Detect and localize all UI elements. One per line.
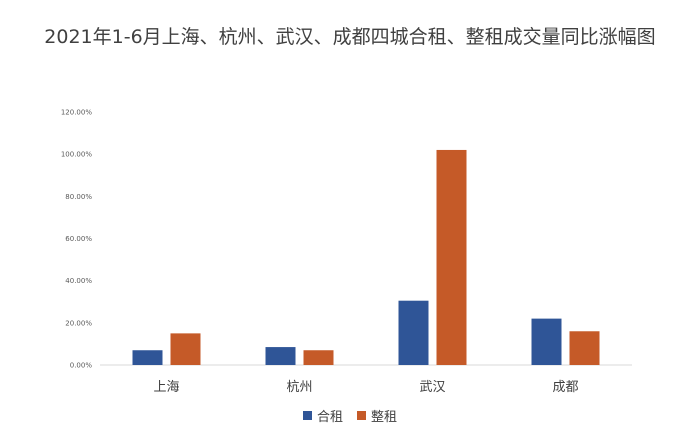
bar-whole-rent xyxy=(170,333,201,365)
legend-item-shared-rent: 合租 xyxy=(302,406,343,425)
legend-label-whole-rent: 整租 xyxy=(371,410,398,425)
bar-whole-rent xyxy=(569,331,600,365)
y-tick-label: 120.00% xyxy=(61,109,92,117)
bar-whole-rent xyxy=(303,350,334,365)
x-category-label: 成都 xyxy=(552,380,578,395)
y-tick-label: 20.00% xyxy=(65,319,92,327)
chart-title: 2021年1-6月上海、杭州、武汉、成都四城合租、整租成交量同比涨幅图 xyxy=(44,26,656,48)
legend-label-shared-rent: 合租 xyxy=(316,410,343,425)
legend-swatch-whole-rent xyxy=(357,411,366,420)
y-axis-ticks: 0.00% 20.00% 40.00% 60.00% 80.00% 100.00% 120.… xyxy=(61,109,92,370)
bar-shared-rent xyxy=(265,347,296,365)
y-tick-label: 40.00% xyxy=(65,277,92,285)
bars xyxy=(132,149,600,365)
bar-whole-rent xyxy=(436,149,467,365)
legend-item-whole-rent: 整租 xyxy=(357,406,397,425)
x-category-label: 上海 xyxy=(153,380,179,395)
category-labels: 上海 杭州 武汉 成都 xyxy=(153,380,578,395)
y-tick-label: 60.00% xyxy=(65,235,92,243)
y-tick-label: 80.00% xyxy=(65,193,92,201)
legend: 合租 整租 xyxy=(0,406,700,425)
y-tick-label: 0.00% xyxy=(70,362,93,370)
y-tick-label: 100.00% xyxy=(61,151,92,159)
bar-shared-rent xyxy=(132,350,163,365)
x-category-label: 杭州 xyxy=(286,380,312,395)
legend-swatch-shared-rent xyxy=(302,411,312,420)
bar-shared-rent xyxy=(398,300,429,365)
bar-shared-rent xyxy=(531,318,562,365)
x-category-label: 武汉 xyxy=(419,380,445,395)
